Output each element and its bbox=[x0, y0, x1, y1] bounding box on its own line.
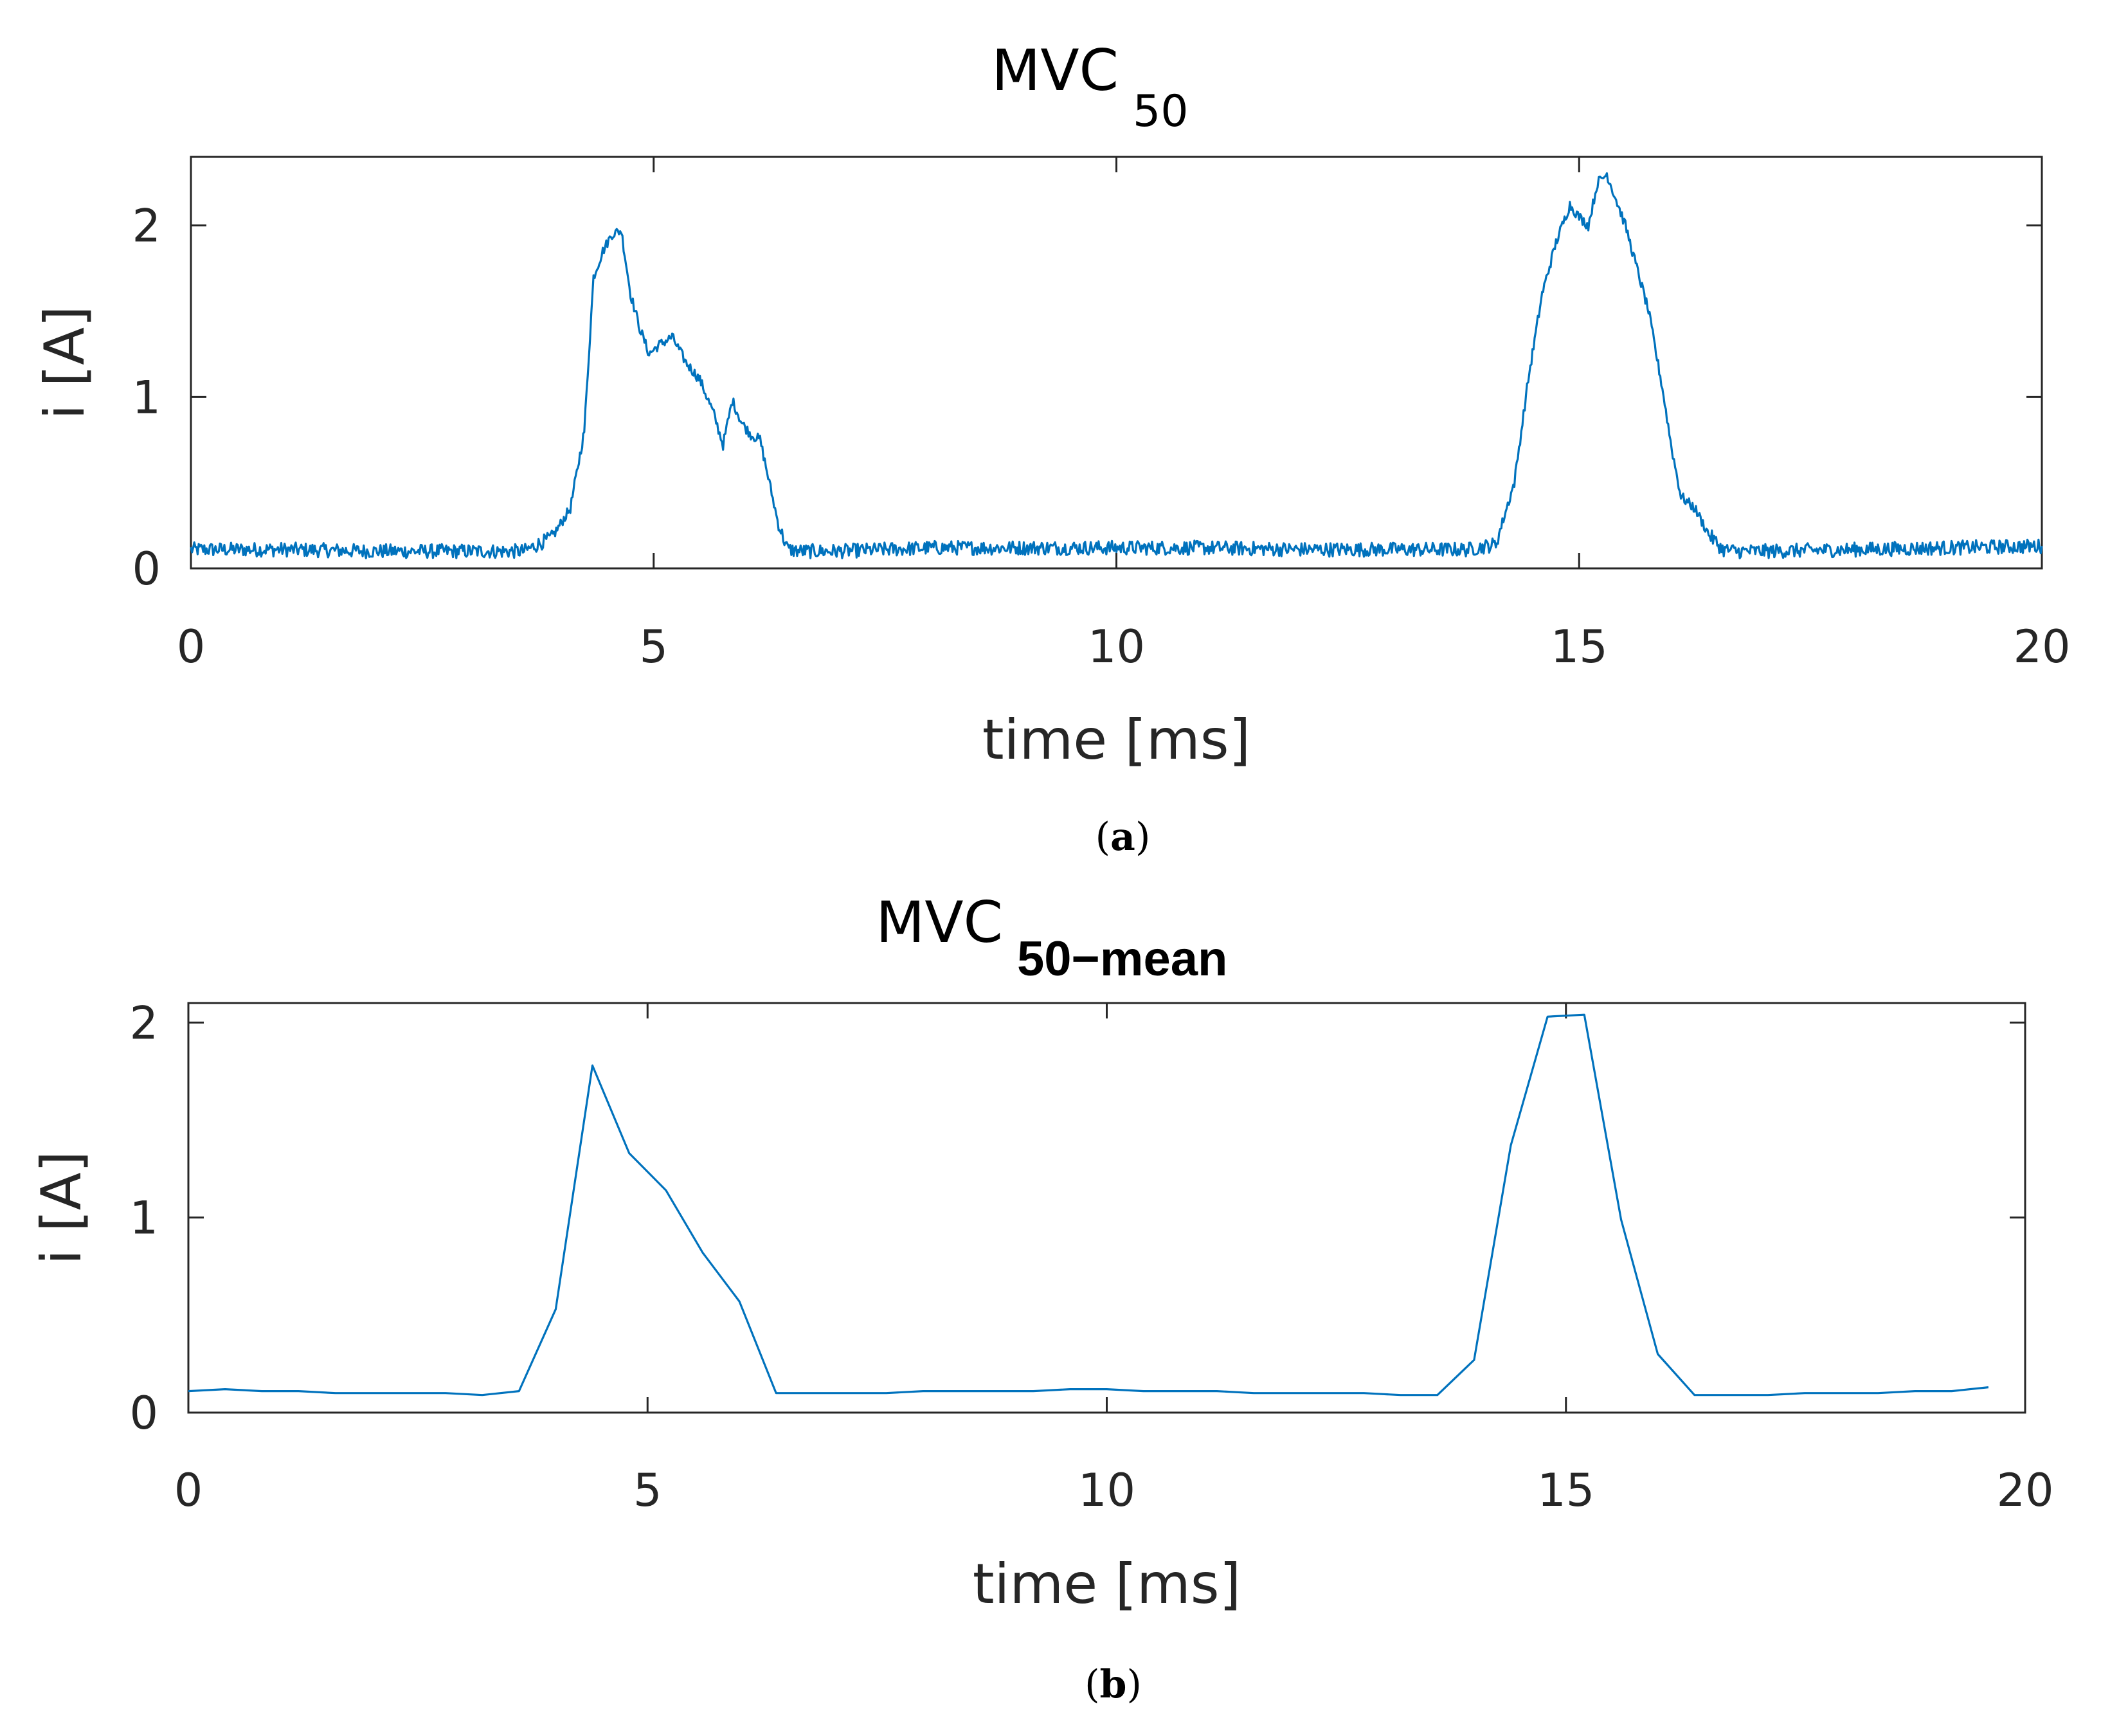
series-line bbox=[190, 172, 2043, 559]
y-tick-label: 0 bbox=[132, 543, 161, 595]
series-line bbox=[188, 1013, 1989, 1397]
figure-caption: (a) bbox=[1096, 815, 1151, 860]
plot-area bbox=[187, 1002, 2026, 1414]
plot-title-subscript: 50−mean bbox=[1017, 932, 1227, 986]
x-axis-label: time [ms] bbox=[982, 708, 1250, 772]
x-tick-label: 15 bbox=[1551, 620, 1608, 673]
x-tick-label: 5 bbox=[633, 1464, 662, 1517]
y-tick-label: 0 bbox=[129, 1387, 158, 1440]
caption-paren-open: ( bbox=[1096, 815, 1110, 860]
caption-paren-close: ) bbox=[1126, 1662, 1141, 1707]
y-tick-label: 1 bbox=[132, 371, 161, 424]
chart-b: 0 5 10 15 20 0 1 2 time [ms] i [A] MVC 50−mean (b) bbox=[30, 889, 2054, 1707]
x-tick-label: 10 bbox=[1088, 620, 1145, 673]
x-tick-label: 20 bbox=[2013, 620, 2070, 673]
x-tick-label: 0 bbox=[177, 620, 206, 673]
x-tick-label: 15 bbox=[1537, 1464, 1594, 1517]
plot-area bbox=[190, 156, 2043, 570]
y-axis-label: i [A] bbox=[33, 305, 97, 419]
x-tick-label: 5 bbox=[639, 620, 668, 673]
x-tick-label: 10 bbox=[1078, 1464, 1135, 1517]
y-tick-label: 2 bbox=[129, 997, 158, 1049]
plot-title-subscript: 50 bbox=[1133, 86, 1189, 137]
figure-caption: (b) bbox=[1085, 1662, 1142, 1707]
plot-title: MVC bbox=[876, 889, 1003, 955]
caption-paren-close: ) bbox=[1135, 815, 1150, 860]
y-axis-label: i [A] bbox=[30, 1151, 94, 1265]
caption-paren-open: ( bbox=[1085, 1662, 1099, 1707]
x-axis-label: time [ms] bbox=[973, 1552, 1241, 1616]
x-tick-label: 20 bbox=[1996, 1464, 2053, 1517]
x-tick-label: 0 bbox=[174, 1464, 203, 1517]
caption-letter: a bbox=[1110, 815, 1135, 860]
y-tick-label: 1 bbox=[129, 1192, 158, 1245]
caption-letter: b bbox=[1100, 1662, 1127, 1707]
plot-title: MVC bbox=[991, 37, 1119, 104]
y-tick-label: 2 bbox=[132, 200, 161, 253]
chart-a: 0 5 10 15 20 0 1 2 time [ms] i [A] MVC 50 (a) bbox=[33, 37, 2071, 860]
